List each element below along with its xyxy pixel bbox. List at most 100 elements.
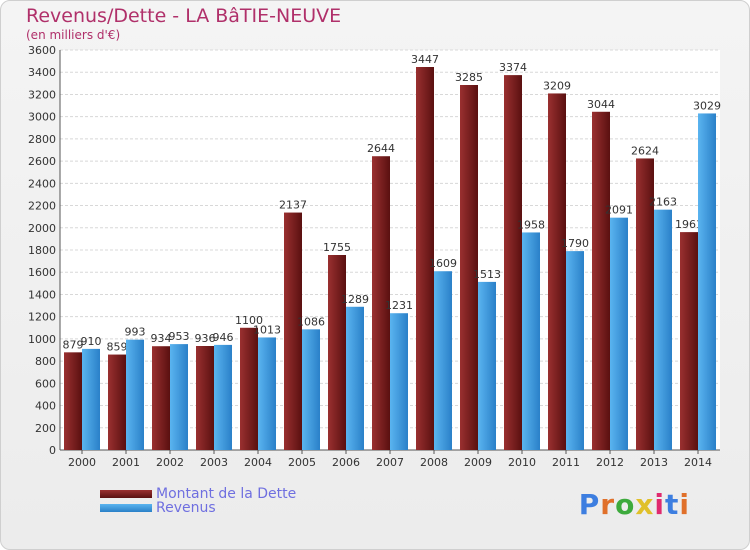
bar-revenue — [654, 209, 672, 450]
data-label-revenue: 946 — [213, 331, 234, 344]
bar-debt — [372, 156, 390, 450]
x-tick-label: 2001 — [112, 456, 140, 469]
legend-label-debt: Montant de la Dette — [156, 486, 297, 502]
x-tick-label: 2000 — [68, 456, 96, 469]
data-label-revenue: 993 — [125, 326, 146, 339]
chart-title: Revenus/Dette - LA BâTIE-NEUVE — [26, 5, 342, 27]
y-tick-label: 0 — [49, 444, 56, 457]
data-label-revenue: 910 — [81, 335, 102, 348]
y-tick-label: 2800 — [28, 133, 56, 146]
y-tick-label: 1600 — [28, 266, 56, 279]
bar-debt — [592, 111, 610, 451]
data-label-debt: 934 — [151, 332, 172, 345]
data-label-revenue: 1609 — [429, 257, 457, 270]
x-tick-label: 2003 — [200, 456, 228, 469]
bar-debt — [196, 346, 214, 450]
y-tick-label: 1200 — [28, 311, 56, 324]
bar-revenue — [170, 344, 188, 450]
data-label-revenue: 953 — [169, 330, 190, 343]
x-tick-label: 2004 — [244, 456, 272, 469]
y-tick-label: 3200 — [28, 88, 56, 101]
bar-revenue — [610, 217, 628, 450]
y-tick-label: 1000 — [28, 333, 56, 346]
proxiti-logo: Proxiti — [578, 488, 690, 521]
bar-revenue — [390, 313, 408, 450]
data-label-revenue: 1231 — [385, 299, 413, 312]
data-label-debt: 3044 — [587, 98, 615, 111]
x-tick-label: 2008 — [420, 456, 448, 469]
x-tick-label: 2009 — [464, 456, 492, 469]
x-tick-label: 2007 — [376, 456, 404, 469]
y-tick-label: 3600 — [28, 44, 56, 57]
y-tick-label: 200 — [35, 422, 56, 435]
y-tick-label: 1800 — [28, 244, 56, 257]
y-tick-label: 2400 — [28, 177, 56, 190]
data-label-revenue: 1958 — [517, 218, 545, 231]
x-tick-label: 2012 — [596, 456, 624, 469]
bar-revenue — [346, 306, 364, 450]
legend-swatch-debt — [100, 490, 152, 498]
x-tick-label: 2002 — [156, 456, 184, 469]
bar-revenue — [478, 281, 496, 450]
data-label-revenue: 2163 — [649, 196, 677, 209]
bar-debt — [284, 212, 302, 450]
y-tick-label: 3000 — [28, 111, 56, 124]
bar-revenue — [214, 344, 232, 450]
legend-label-revenue: Revenus — [156, 500, 216, 516]
bar-debt — [64, 352, 82, 450]
x-tick-label: 2005 — [288, 456, 316, 469]
bar-revenue — [434, 271, 452, 450]
x-tick-label: 2010 — [508, 456, 536, 469]
bar-debt — [680, 232, 698, 450]
x-tick-label: 2011 — [552, 456, 580, 469]
data-label-debt: 1961 — [675, 218, 703, 231]
x-tick-label: 2006 — [332, 456, 360, 469]
bar-revenue — [698, 113, 716, 450]
data-label-revenue: 3029 — [693, 99, 721, 112]
data-label-revenue: 1013 — [253, 323, 281, 336]
data-label-debt: 2137 — [279, 199, 307, 212]
data-label-debt: 879 — [63, 338, 84, 351]
x-tick-label: 2014 — [684, 456, 712, 469]
bar-debt — [240, 327, 258, 450]
bar-debt — [460, 85, 478, 450]
bar-debt — [416, 67, 434, 450]
data-label-debt: 1755 — [323, 241, 351, 254]
legend-item-debt: Montant de la Dette — [100, 486, 296, 502]
bar-revenue — [258, 337, 276, 450]
data-label-revenue: 2091 — [605, 204, 633, 217]
y-tick-label: 1400 — [28, 288, 56, 301]
bar-debt — [108, 354, 126, 450]
data-label-debt: 1100 — [235, 314, 263, 327]
bar-revenue — [82, 348, 100, 450]
y-tick-label: 2000 — [28, 222, 56, 235]
data-label-revenue: 1289 — [341, 293, 369, 306]
data-label-debt: 936 — [195, 332, 216, 345]
y-tick-label: 3400 — [28, 66, 56, 79]
data-label-revenue: 1513 — [473, 268, 501, 281]
bar-revenue — [302, 329, 320, 450]
bar-revenue — [522, 232, 540, 450]
bar-revenue — [566, 251, 584, 450]
y-tick-label: 2200 — [28, 200, 56, 213]
data-label-debt: 3374 — [499, 61, 527, 74]
legend-item-revenue: Revenus — [100, 500, 216, 516]
data-label-debt: 2644 — [367, 142, 395, 155]
y-tick-label: 400 — [35, 400, 56, 413]
x-tick-label: 2013 — [640, 456, 668, 469]
chart-subtitle: (en milliers d'€) — [26, 28, 121, 42]
data-label-debt: 2624 — [631, 144, 659, 157]
bar-debt — [636, 158, 654, 450]
data-label-debt: 3209 — [543, 79, 571, 92]
bar-debt — [152, 346, 170, 450]
legend-swatch-revenue — [100, 504, 152, 512]
y-tick-label: 2600 — [28, 155, 56, 168]
y-tick-label: 800 — [35, 355, 56, 368]
data-label-debt: 3447 — [411, 53, 439, 66]
data-label-debt: 859 — [107, 341, 128, 354]
data-label-revenue: 1086 — [297, 315, 325, 328]
bar-debt — [548, 93, 566, 450]
data-label-revenue: 1790 — [561, 237, 589, 250]
bar-debt — [504, 75, 522, 450]
